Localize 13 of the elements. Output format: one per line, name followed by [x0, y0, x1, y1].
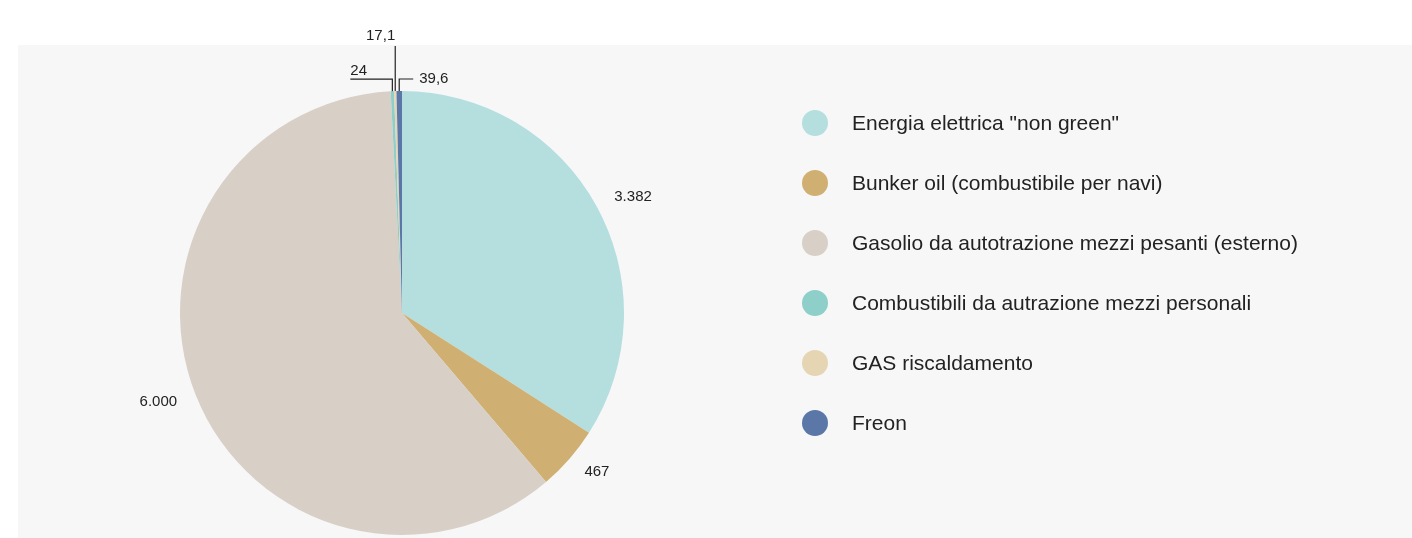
data-label: 3.382: [614, 186, 652, 204]
pie-slice: [180, 91, 547, 535]
data-label: 467: [584, 461, 610, 479]
legend-label: Freon: [852, 411, 907, 435]
legend-label: Gasolio da autotrazione mezzi pesanti (esterno): [852, 231, 1298, 255]
legend-label: Bunker oil (combustibile per navi): [852, 171, 1163, 195]
legend-label: Energia elettrica "non green": [852, 111, 1120, 135]
legend-label: Combustibili da autrazione mezzi personali: [852, 291, 1252, 315]
legend-label: GAS riscaldamento: [852, 351, 1033, 375]
data-label: 17,1: [366, 26, 396, 44]
data-label: 6.000: [139, 392, 178, 410]
data-label: 39,6: [419, 68, 449, 86]
data-label: 24: [350, 61, 368, 79]
